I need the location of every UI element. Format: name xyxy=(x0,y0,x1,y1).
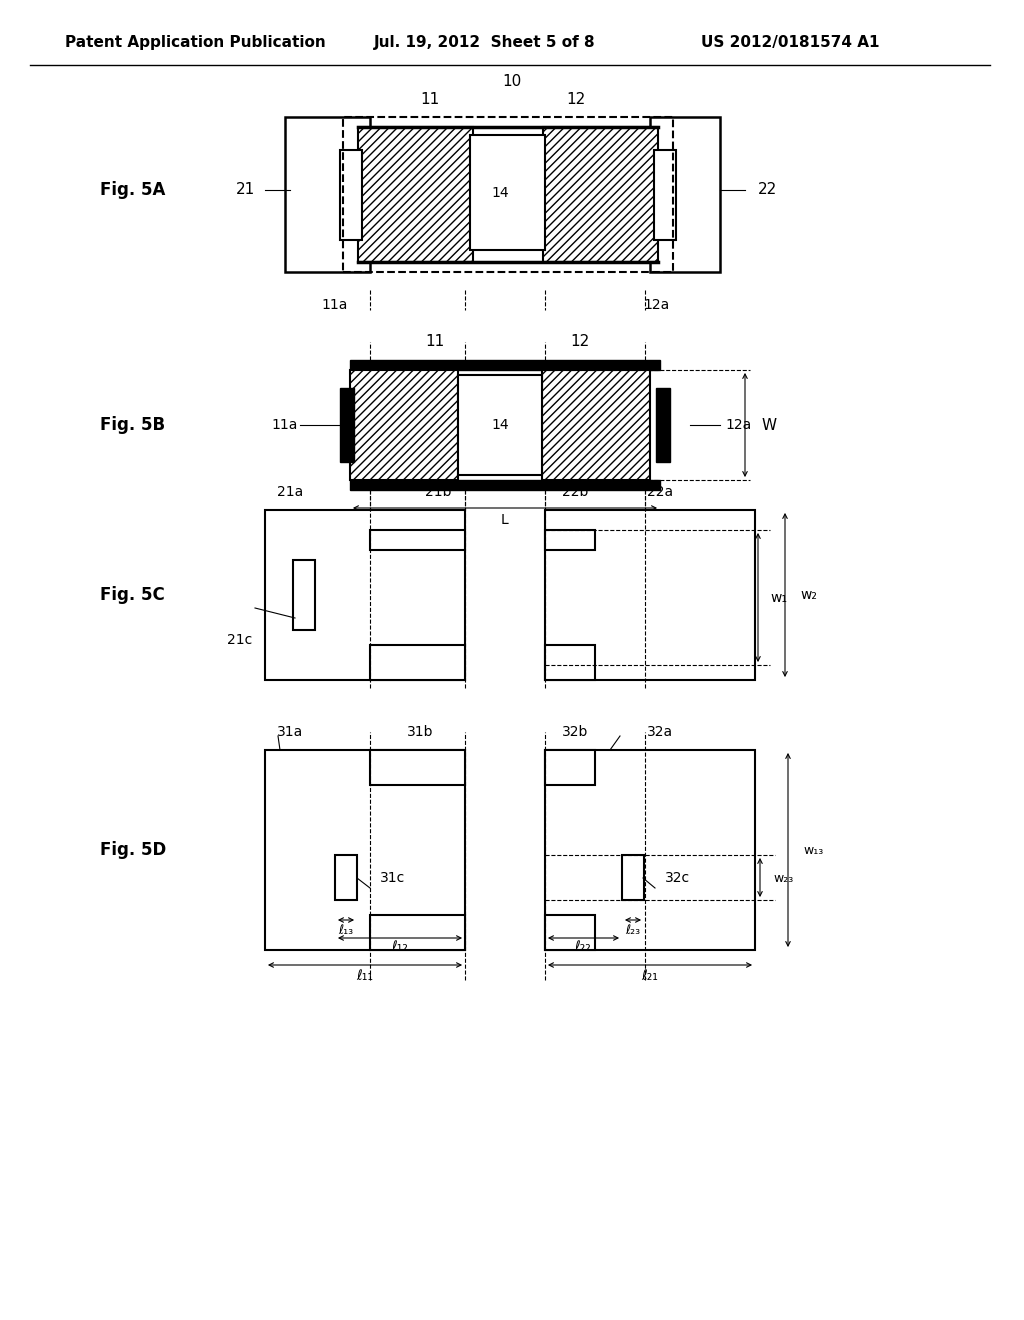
Bar xyxy=(458,375,542,475)
Text: Patent Application Publication: Patent Application Publication xyxy=(65,34,326,49)
Bar xyxy=(265,510,465,680)
Bar xyxy=(542,370,650,480)
Text: 12: 12 xyxy=(566,92,586,107)
Bar xyxy=(265,750,465,950)
Text: 11: 11 xyxy=(421,92,439,107)
Bar xyxy=(545,531,595,550)
Bar xyxy=(340,150,362,240)
Text: 10: 10 xyxy=(503,74,521,90)
Text: 12a: 12a xyxy=(644,298,670,312)
Text: 22: 22 xyxy=(758,182,777,198)
Bar xyxy=(350,360,660,370)
Bar xyxy=(545,750,755,950)
Text: Fig. 5B: Fig. 5B xyxy=(100,416,165,434)
Text: ℓ₁₃: ℓ₁₃ xyxy=(339,924,353,936)
Text: w₁: w₁ xyxy=(770,590,787,605)
Bar xyxy=(545,915,595,950)
Bar xyxy=(543,127,658,261)
Text: Fig. 5A: Fig. 5A xyxy=(100,181,165,199)
Bar xyxy=(343,117,673,272)
Text: 12a: 12a xyxy=(725,418,752,432)
Text: 32b: 32b xyxy=(562,725,588,739)
Bar xyxy=(370,915,465,950)
Bar xyxy=(622,855,644,900)
Text: 32a: 32a xyxy=(647,725,673,739)
Text: W: W xyxy=(762,417,777,433)
Text: 31b: 31b xyxy=(407,725,433,739)
Text: 11a: 11a xyxy=(322,298,348,312)
Text: 14: 14 xyxy=(492,186,509,201)
Text: ℓ₁₁: ℓ₁₁ xyxy=(356,969,374,983)
Text: 21b: 21b xyxy=(425,484,452,499)
Text: 31c: 31c xyxy=(380,871,406,884)
Text: w₂: w₂ xyxy=(800,587,817,602)
Bar xyxy=(654,150,676,240)
Text: 11: 11 xyxy=(425,334,444,350)
Text: 14: 14 xyxy=(492,418,509,432)
Text: 21a: 21a xyxy=(276,484,303,499)
Text: 31a: 31a xyxy=(276,725,303,739)
Text: Fig. 5C: Fig. 5C xyxy=(100,586,165,605)
Text: w₂₃: w₂₃ xyxy=(773,871,794,884)
Bar xyxy=(340,388,354,462)
Bar xyxy=(656,388,670,462)
Text: L: L xyxy=(501,513,509,527)
Text: 32c: 32c xyxy=(665,871,690,884)
Text: US 2012/0181574 A1: US 2012/0181574 A1 xyxy=(700,34,880,49)
Text: 12: 12 xyxy=(570,334,590,350)
Text: 22a: 22a xyxy=(647,484,673,499)
Bar xyxy=(470,135,545,249)
Bar xyxy=(285,117,370,272)
Text: 22b: 22b xyxy=(562,484,588,499)
Bar xyxy=(370,750,465,785)
Bar xyxy=(650,117,720,272)
Text: Fig. 5D: Fig. 5D xyxy=(100,841,166,859)
Bar xyxy=(370,645,465,680)
Bar xyxy=(350,370,458,480)
Text: Jul. 19, 2012  Sheet 5 of 8: Jul. 19, 2012 Sheet 5 of 8 xyxy=(374,34,596,49)
Text: ℓ₂₂: ℓ₂₂ xyxy=(574,940,592,954)
Text: 21c: 21c xyxy=(226,634,252,647)
Bar xyxy=(545,510,755,680)
Text: 11a: 11a xyxy=(271,418,298,432)
Text: w₁₃: w₁₃ xyxy=(803,843,823,857)
Text: ℓ₁₂: ℓ₁₂ xyxy=(391,940,409,954)
Bar xyxy=(335,855,357,900)
Text: ℓ₂₁: ℓ₂₁ xyxy=(642,969,658,983)
Text: ℓ₂₃: ℓ₂₃ xyxy=(626,924,641,936)
Bar xyxy=(350,480,660,490)
Bar xyxy=(545,645,595,680)
Bar xyxy=(370,531,465,550)
Bar xyxy=(293,560,315,630)
Text: 21: 21 xyxy=(236,182,255,198)
Bar xyxy=(545,750,595,785)
Bar xyxy=(358,127,473,261)
